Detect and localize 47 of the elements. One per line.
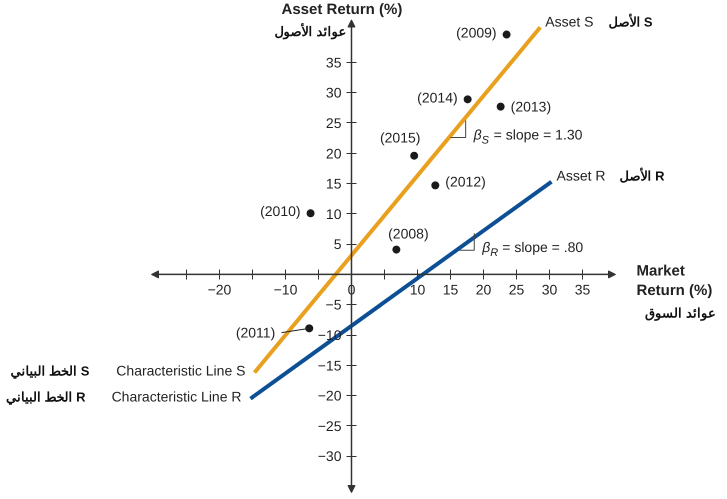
- y-tick-label: 20: [326, 145, 342, 162]
- text: عوائد السوق: [645, 305, 716, 322]
- x-tick-label: 20: [476, 281, 492, 298]
- annotation: Characteristic Line R: [112, 388, 242, 405]
- text: الأصل R: [619, 168, 666, 184]
- annotation: عوائد الأصول: [274, 23, 346, 40]
- annotation: الأصل S: [608, 13, 653, 30]
- text: الخط البياني S: [10, 364, 90, 380]
- y-tick-label: 5: [334, 236, 342, 252]
- y-tick-label: −15: [318, 357, 342, 374]
- x-axis-title: Market Return (%): [636, 262, 712, 299]
- point: [306, 209, 315, 218]
- annotation: (2013): [510, 98, 552, 115]
- y-tick-label: 35: [326, 54, 342, 70]
- text: الخط البياني R: [6, 390, 86, 406]
- annotation: (2011): [236, 324, 276, 340]
- x-tick-label: 25: [508, 281, 524, 298]
- y-tick-label: −20: [318, 388, 342, 404]
- annotation: (2015): [380, 130, 420, 146]
- annotation: (2012): [445, 173, 486, 190]
- x-tick-label: −10: [274, 281, 298, 298]
- point: [464, 95, 472, 104]
- point: [392, 246, 400, 254]
- y-tick-label: −25: [318, 418, 342, 434]
- annotation: (2014): [417, 89, 458, 106]
- y-tick-label: −5: [326, 296, 342, 313]
- y-tick-label: 30: [326, 84, 342, 101]
- point: [431, 181, 440, 190]
- y-tick-label: 10: [326, 206, 342, 222]
- x-tick-label: 35: [574, 281, 590, 298]
- annotation: Characteristic Line S: [116, 362, 246, 379]
- x-tick-label: −20: [208, 281, 232, 298]
- x-tick-label: 30: [542, 281, 558, 298]
- y-tick-label: 25: [326, 114, 342, 131]
- annotation: (2010): [260, 203, 301, 220]
- x-tick-label: 15: [442, 281, 458, 298]
- point: [496, 102, 505, 111]
- annotation: (2009): [456, 24, 497, 41]
- y-tick-label: −30: [318, 448, 342, 464]
- point: [410, 152, 418, 160]
- point: [502, 30, 511, 39]
- annotation: (2008): [388, 226, 429, 242]
- y-axis-title: Asset Return (%): [281, 1, 402, 18]
- x-tick-label: 10: [410, 281, 426, 298]
- y-tick-label: 15: [326, 176, 342, 192]
- series-label: Asset S: [545, 13, 594, 30]
- series-label: Asset R: [556, 168, 606, 184]
